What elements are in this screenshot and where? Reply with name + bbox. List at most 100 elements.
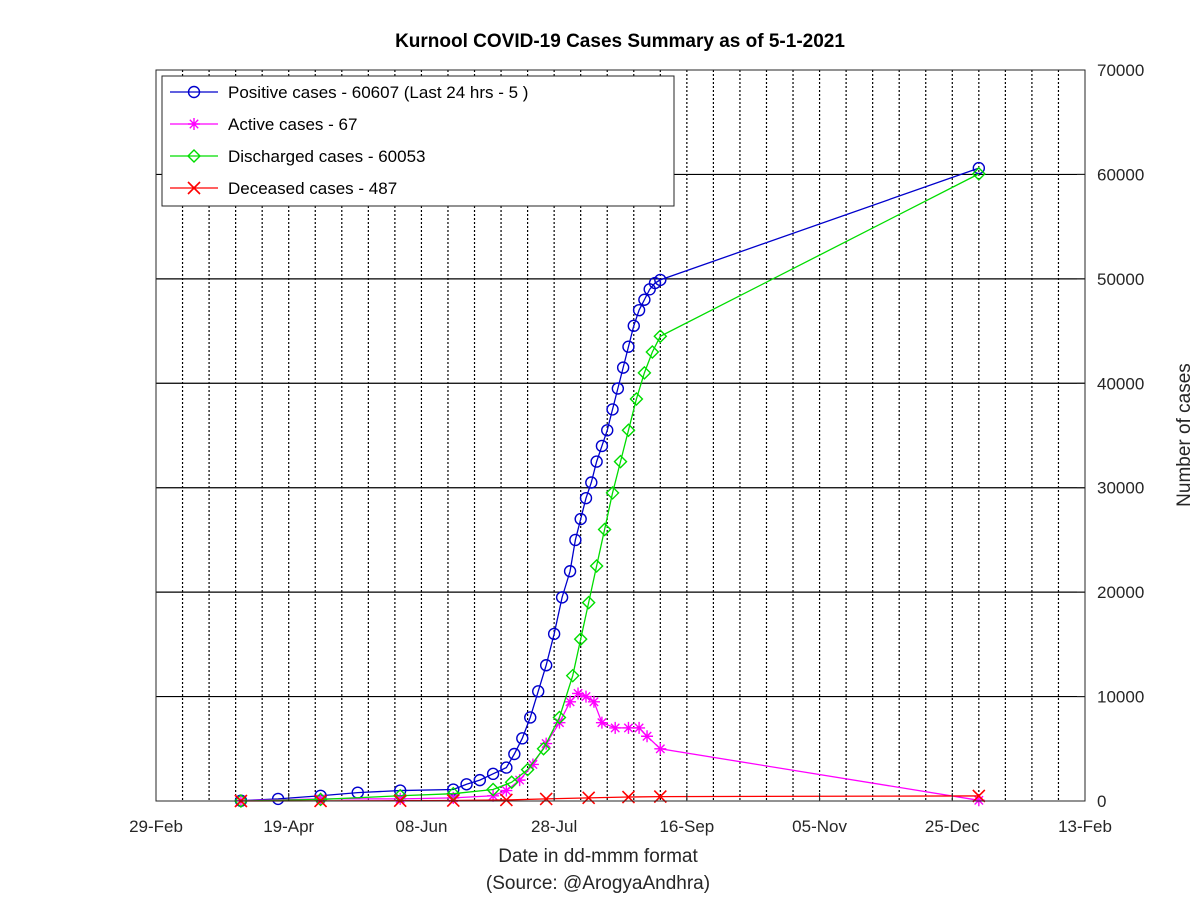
data-point [394, 792, 407, 805]
y-tick-label: 20000 [1097, 583, 1144, 602]
data-point [564, 695, 577, 708]
data-point [473, 773, 487, 787]
x-tick-label: 08-Jun [395, 817, 447, 836]
data-point [972, 789, 986, 803]
data-point [611, 382, 625, 395]
legend-label: Active cases - 67 [228, 115, 357, 134]
data-point [654, 273, 667, 287]
data-point [629, 391, 644, 406]
legend-item: Deceased cases - 487 [170, 179, 397, 198]
x-tick-label: 05-Nov [792, 817, 847, 836]
legend: Positive cases - 60607 (Last 24 hrs - 5 … [161, 75, 675, 207]
data-point [606, 403, 619, 416]
data-point [595, 716, 608, 729]
y-tick-label: 30000 [1097, 479, 1144, 498]
data-point [633, 721, 646, 734]
data-point [589, 559, 604, 574]
legend-marker [187, 85, 201, 99]
y-tick-label: 10000 [1097, 688, 1144, 707]
data-point [597, 522, 612, 537]
series-line [240, 173, 980, 802]
data-point [271, 792, 285, 806]
chart-title: Kurnool COVID-19 Cases Summary as of 5-1… [395, 31, 845, 52]
x-tick-label: 19-Apr [263, 817, 314, 836]
data-point [637, 365, 652, 380]
data-point [972, 161, 986, 175]
data-point [590, 455, 603, 468]
data-point [581, 595, 596, 610]
data-point [587, 695, 600, 708]
data-point [516, 732, 529, 745]
data-point [233, 794, 248, 808]
data-point [653, 329, 668, 344]
y-tick-label: 60000 [1097, 165, 1144, 184]
data-point [971, 166, 986, 181]
x-tick-label: 13-Feb [1058, 817, 1112, 836]
axes-box [155, 69, 1086, 802]
source-note: (Source: @ArogyaAndhra) [486, 873, 710, 894]
y-tick-label: 40000 [1097, 374, 1144, 393]
data-point [654, 742, 667, 755]
data-point [622, 340, 635, 353]
data-point [447, 791, 460, 804]
data-point [605, 485, 620, 500]
legend-label: Deceased cases - 487 [228, 179, 397, 198]
legend-marker [188, 118, 200, 130]
data-point [595, 439, 609, 453]
tick-layer: 0 10000 20000 30000 40000 50000 60000 70000 29-F… [129, 61, 1144, 836]
data-point [616, 361, 630, 374]
data-point [572, 687, 585, 700]
legend-item: Positive cases - 60607 (Last 24 hrs - 5 … [170, 83, 528, 102]
data-point [601, 424, 614, 437]
legend-marker [187, 149, 201, 163]
legend-label: Discharged cases - 60053 [228, 147, 426, 166]
x-tick-label: 29-Feb [129, 817, 183, 836]
data-point [536, 741, 551, 756]
legend-item: Active cases - 67 [170, 115, 357, 134]
y-tick-label: 50000 [1097, 270, 1144, 289]
data-point [539, 659, 553, 672]
data-point [565, 668, 580, 683]
data-point [972, 794, 985, 807]
data-point [500, 761, 513, 774]
data-point [524, 711, 537, 724]
data-point [486, 767, 500, 781]
x-tick-label: 25-Dec [925, 817, 980, 836]
legend-marker [187, 181, 201, 195]
data-point [547, 627, 561, 641]
data-point [609, 721, 622, 734]
y-tick-label: 0 [1097, 792, 1106, 811]
series-line [240, 167, 980, 802]
data-point [555, 591, 569, 604]
data-point [582, 791, 596, 805]
data-point [585, 476, 598, 489]
data-point [579, 690, 592, 703]
x-axis-label: Date in dd-mmm format [498, 846, 698, 867]
legend-item: Discharged cases - 60053 [170, 147, 426, 166]
data-point [574, 512, 587, 526]
data-point [500, 784, 513, 797]
data-point [621, 423, 636, 438]
data-point [613, 454, 628, 469]
data-point [532, 685, 545, 698]
data-point [526, 758, 539, 771]
y-tick-label: 70000 [1097, 61, 1144, 80]
data-point [513, 774, 526, 787]
data-point [641, 730, 654, 743]
data-point [638, 293, 651, 306]
data-point [563, 565, 577, 578]
legend-box [161, 75, 675, 207]
y-axis-label: Number of cases [1174, 363, 1195, 507]
data-point [645, 344, 660, 359]
data-point [539, 792, 553, 806]
data-point [499, 793, 513, 807]
data-point [573, 632, 588, 647]
data-point [508, 747, 521, 761]
data-point [632, 303, 646, 317]
data-point [579, 491, 593, 505]
x-tick-label: 16-Sep [659, 817, 714, 836]
data-point [627, 319, 640, 333]
data-point [486, 782, 501, 797]
